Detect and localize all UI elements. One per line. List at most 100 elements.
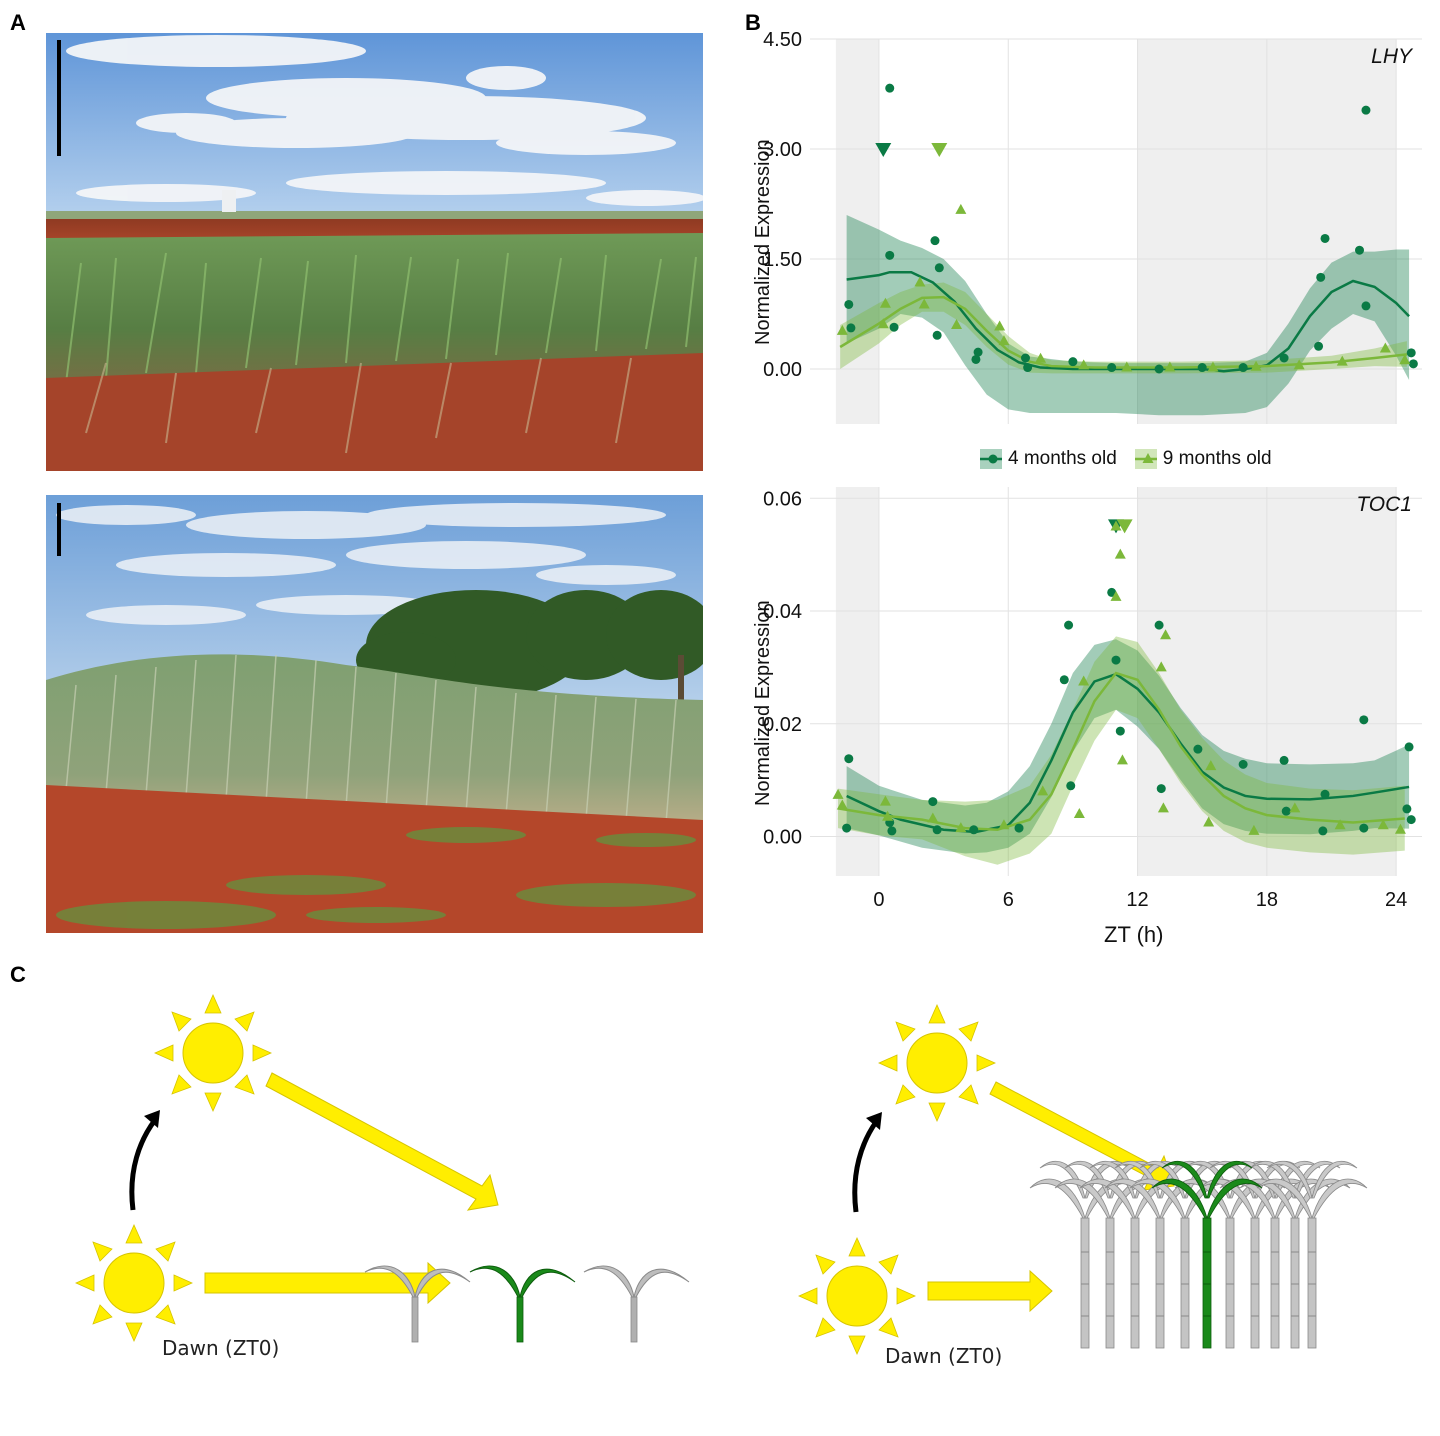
data-point	[1205, 760, 1217, 771]
toc1-y-axis-label: Normalized Expression	[752, 600, 774, 806]
right-dawn-label: Dawn (ZT0)	[885, 1344, 1003, 1368]
data-point	[1316, 272, 1326, 282]
data-point	[882, 810, 894, 821]
legend-swatch-9-months	[1134, 449, 1157, 469]
data-point	[1293, 359, 1305, 370]
data-point	[927, 812, 939, 823]
dawn-light-arrow-icon	[927, 1269, 1053, 1313]
noon-light-arrow-icon	[265, 1072, 499, 1211]
data-point	[1078, 675, 1090, 686]
data-point	[1197, 363, 1207, 373]
scale-bar-top	[57, 40, 61, 156]
legend-label-4-months: 4 months old	[1008, 448, 1117, 469]
data-point	[1020, 353, 1030, 363]
data-point	[885, 83, 895, 93]
off-scale-marker	[931, 143, 948, 157]
data-point	[1059, 675, 1069, 685]
off-scale-marker	[1116, 519, 1133, 534]
x-tick-label: 24	[1385, 889, 1407, 911]
data-point	[1281, 806, 1291, 816]
data-point	[832, 788, 844, 799]
data-point	[1073, 807, 1085, 818]
data-point	[885, 250, 895, 260]
smoothed-trend-line	[846, 270, 1410, 373]
data-point	[1014, 823, 1024, 833]
data-point	[1107, 587, 1117, 597]
seedling-green-icon	[469, 1265, 576, 1343]
data-point	[1320, 789, 1330, 799]
data-point	[1114, 548, 1126, 559]
data-point	[1157, 802, 1169, 813]
sun-path-arrow-icon	[129, 1118, 158, 1211]
data-point	[1203, 816, 1215, 827]
toc1-expression-chart: 0.00 0.02 0.04 0.06 0 6 12 18 24 TOC1	[750, 484, 1430, 914]
lhy-expression-chart: 0.00 1.50 3.00 4.50 LHY	[750, 20, 1430, 440]
lhy-y-axis-label: Normalized Expression	[752, 139, 774, 345]
confidence-band	[840, 282, 1407, 374]
x-tick-label: 18	[1256, 889, 1278, 911]
data-point	[1336, 355, 1348, 366]
data-point	[1035, 352, 1047, 363]
data-point	[844, 299, 854, 309]
right-scenario	[798, 1004, 1368, 1355]
y-tick-label: 0.04	[763, 601, 802, 623]
legend-label-9-months: 9 months old	[1162, 448, 1272, 469]
data-point	[1399, 354, 1411, 365]
data-point	[1289, 802, 1301, 813]
seedling-gray-icon	[583, 1265, 690, 1343]
data-point	[889, 322, 899, 332]
scale-bar-bottom	[57, 503, 61, 556]
data-point	[1361, 105, 1371, 115]
x-tick-label: 0	[873, 889, 884, 911]
data-point	[1318, 826, 1328, 836]
left-scenario	[75, 994, 690, 1343]
data-point	[1154, 620, 1164, 630]
data-point	[1402, 804, 1412, 814]
data-point	[1406, 815, 1416, 825]
data-point	[846, 323, 856, 333]
gene-label: LHY	[1371, 45, 1414, 68]
y-tick-label: 1.50	[763, 249, 802, 271]
data-point	[955, 822, 967, 833]
data-point	[1379, 342, 1391, 353]
panel-label-b: B	[745, 10, 761, 35]
data-point	[971, 354, 981, 364]
data-point	[1279, 755, 1289, 765]
data-point	[1359, 715, 1369, 725]
data-point	[973, 347, 983, 357]
data-point	[1320, 233, 1330, 243]
data-point	[1394, 823, 1406, 834]
data-point	[1279, 353, 1289, 363]
y-tick-label: 0.06	[763, 488, 802, 510]
data-point	[932, 825, 942, 835]
data-point	[1121, 361, 1133, 372]
data-point	[998, 819, 1010, 830]
panel-label-a: A	[10, 10, 26, 35]
data-point	[879, 795, 891, 806]
y-tick-label: 3.00	[763, 139, 802, 161]
data-point	[955, 203, 967, 214]
left-dawn-label: Dawn (ZT0)	[162, 1336, 280, 1360]
data-point	[1155, 661, 1167, 672]
data-point	[1359, 823, 1369, 833]
light-interception-diagram	[0, 990, 1440, 1430]
data-point	[1193, 744, 1203, 754]
y-tick-label: 0.00	[763, 827, 802, 849]
gene-label: TOC1	[1356, 493, 1412, 516]
chart-legend: 4 months old 9 months old	[980, 448, 1282, 470]
data-point	[934, 263, 944, 273]
midday-sun-icon	[154, 994, 272, 1112]
data-point	[887, 826, 897, 836]
data-point	[928, 797, 938, 807]
data-point	[1238, 759, 1248, 769]
legend-item-9-months: 9 months old	[1134, 448, 1272, 470]
data-point	[1355, 245, 1365, 255]
data-point	[1116, 754, 1128, 765]
sun-path-arrow-icon	[852, 1120, 879, 1213]
data-point	[1408, 359, 1418, 369]
data-point	[1037, 785, 1049, 796]
mature-sugarcane-field-photo	[46, 495, 703, 933]
data-point	[1404, 742, 1414, 752]
data-point	[998, 335, 1010, 346]
x-axis-label: ZT (h)	[1104, 922, 1164, 947]
